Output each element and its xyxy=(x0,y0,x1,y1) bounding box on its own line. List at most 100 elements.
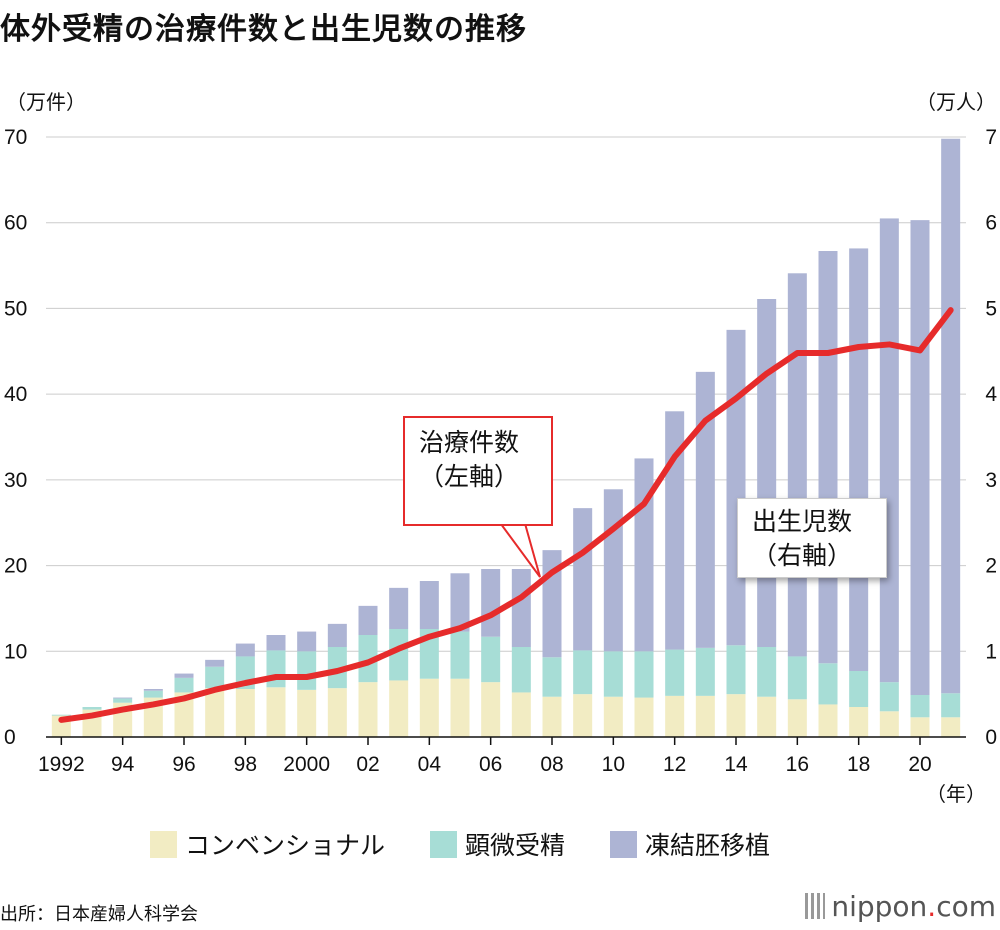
bar-conventional xyxy=(235,689,255,737)
y-right-tick-label: 7 xyxy=(985,126,997,149)
bar-conventional xyxy=(849,707,869,737)
y-right-tick-label: 1 xyxy=(985,640,997,663)
bar-frozen-embryo xyxy=(327,623,347,647)
bar-conventional xyxy=(419,678,439,737)
bar-microinsemination xyxy=(665,649,685,696)
brand-name: nippon xyxy=(831,890,928,923)
bar-conventional xyxy=(358,682,378,737)
bar-conventional xyxy=(573,694,593,737)
y-left-tick-label: 50 xyxy=(4,297,27,320)
bar-frozen-embryo xyxy=(726,329,746,646)
bar-conventional xyxy=(327,688,347,737)
bar-frozen-embryo xyxy=(603,489,623,652)
bar-microinsemination xyxy=(511,647,531,693)
left-axis-unit: （万件） xyxy=(6,90,86,114)
bar-microinsemination xyxy=(358,635,378,683)
y-left-tick-label: 40 xyxy=(4,383,27,406)
treatments-callout-line2: （左軸） xyxy=(419,462,520,491)
bar-frozen-embryo xyxy=(450,573,470,632)
bar-conventional xyxy=(174,692,194,737)
bar-microinsemination xyxy=(542,657,562,697)
legend-swatch-microinsemination xyxy=(430,830,458,858)
bar-frozen-embryo xyxy=(174,673,194,678)
y-right-tick-label: 2 xyxy=(985,555,997,578)
bar-frozen-embryo xyxy=(419,581,439,629)
legend-label-conventional: コンベンショナル xyxy=(185,831,386,860)
legend-swatch-conventional xyxy=(150,830,177,858)
bar-microinsemination xyxy=(726,645,746,695)
treatments-callout: 治療件数 （左軸） xyxy=(403,416,553,526)
bar-microinsemination xyxy=(327,647,347,689)
right-axis-unit: （万人） xyxy=(916,90,996,114)
y-left-tick-label: 20 xyxy=(4,555,27,578)
bar-microinsemination xyxy=(205,666,225,689)
bar-conventional xyxy=(297,689,317,737)
brand-dot: . xyxy=(927,890,937,923)
y-right-tick-label: 3 xyxy=(985,469,997,492)
bar-conventional xyxy=(511,692,531,737)
bar-microinsemination xyxy=(941,693,961,718)
y-left-tick-label: 30 xyxy=(4,469,27,492)
bar-frozen-embryo xyxy=(665,411,685,650)
bar-frozen-embryo xyxy=(358,605,378,635)
bar-frozen-embryo xyxy=(849,248,869,671)
bar-conventional xyxy=(205,688,225,737)
bar-conventional xyxy=(726,694,746,737)
bar-microinsemination xyxy=(910,695,930,718)
births-callout-line2: （右軸） xyxy=(752,541,853,570)
x-tick-label: 18 xyxy=(847,753,870,776)
births-line xyxy=(58,307,954,723)
bar-frozen-embryo xyxy=(941,138,961,694)
legend: コンベンショナル 顕微受精 凍結胚移植 xyxy=(150,826,815,862)
y-left-tick-label: 10 xyxy=(4,640,27,663)
bar-frozen-embryo xyxy=(573,508,593,651)
bar-frozen-embryo xyxy=(695,371,715,648)
bar-conventional xyxy=(910,717,930,737)
x-axis-unit: （年） xyxy=(926,782,986,806)
bar-microinsemination xyxy=(51,714,71,716)
x-tick-label: 96 xyxy=(172,753,195,776)
bar-conventional xyxy=(634,697,654,737)
chart-title: 体外受精の治療件数と出生児数の推移 xyxy=(0,12,527,47)
bar-frozen-embryo xyxy=(297,631,317,652)
bar-microinsemination xyxy=(113,698,133,703)
chart-area: 1992 94 96 98 2000 02 04 06 08 10 12 14 16 18 20010203… xyxy=(4,126,997,776)
bar-frozen-embryo xyxy=(481,569,501,637)
legend-label-microinsemination: 顕微受精 xyxy=(465,831,566,860)
legend-label-frozen-embryo: 凍結胚移植 xyxy=(645,831,771,860)
bar-conventional xyxy=(389,680,409,737)
bar-frozen-embryo xyxy=(634,458,654,652)
bar-conventional xyxy=(481,682,501,737)
births-callout-line1: 出生児数 xyxy=(752,507,853,536)
bar-frozen-embryo xyxy=(511,569,531,647)
bar-microinsemination xyxy=(174,677,194,693)
legend-item-microinsemination: 顕微受精 xyxy=(430,826,565,862)
bar-conventional xyxy=(695,695,715,737)
bar-frozen-embryo xyxy=(113,697,133,699)
y-right-tick-label: 0 xyxy=(985,726,997,749)
births-callout: 出生児数 （右軸） xyxy=(737,498,887,578)
bar-frozen-embryo xyxy=(205,659,225,667)
bar-microinsemination xyxy=(573,650,593,695)
bar-frozen-embryo xyxy=(389,587,409,629)
x-tick-label: 12 xyxy=(663,753,686,776)
y-right-tick-label: 5 xyxy=(985,297,997,320)
bar-conventional xyxy=(879,711,899,737)
bar-microinsemination xyxy=(695,647,715,696)
x-tick-label: 98 xyxy=(234,753,257,776)
y-left-tick-label: 0 xyxy=(4,726,16,749)
bar-conventional xyxy=(603,696,623,737)
x-tick-label: 08 xyxy=(540,753,563,776)
brand-tld: com xyxy=(936,890,996,923)
bar-microinsemination xyxy=(849,671,869,707)
bar-conventional xyxy=(542,696,562,737)
x-tick-label: 04 xyxy=(418,753,442,776)
bar-conventional xyxy=(450,678,470,737)
brand-logo[interactable]: nippon.com xyxy=(805,890,996,923)
y-left-tick-label: 60 xyxy=(4,212,27,235)
bar-frozen-embryo xyxy=(910,220,930,695)
bar-microinsemination xyxy=(634,651,654,698)
bar-microinsemination xyxy=(389,629,409,681)
bar-conventional xyxy=(941,717,961,737)
bar-microinsemination xyxy=(266,650,286,688)
